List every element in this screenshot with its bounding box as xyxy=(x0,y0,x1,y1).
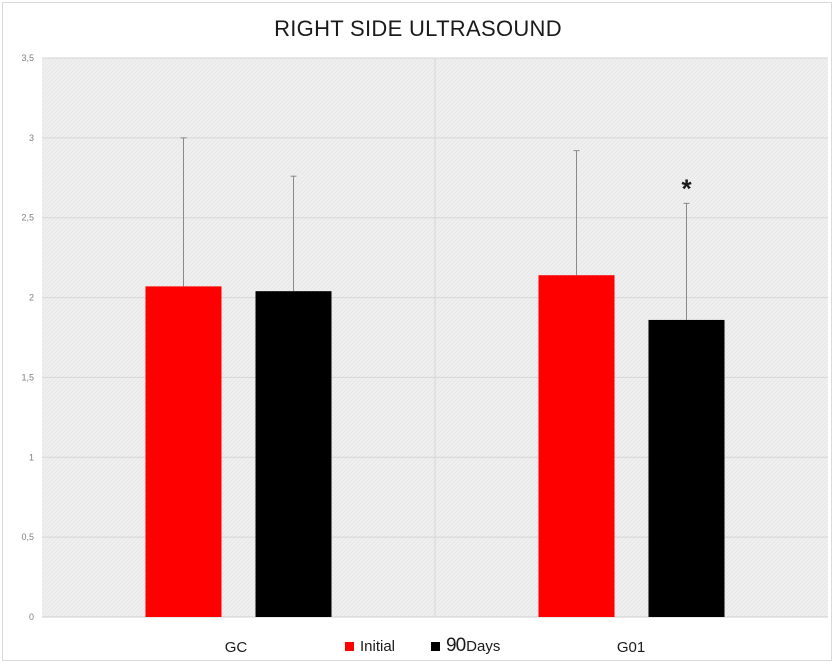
y-tick-label: 1 xyxy=(29,452,34,462)
bar-gc-90-days xyxy=(255,291,332,617)
bar-g01-90-days xyxy=(648,319,725,617)
x-category-label: G01 xyxy=(617,639,645,656)
legend-label-initial: Initial xyxy=(360,637,396,655)
legend: Initial 90 Days xyxy=(345,635,536,657)
legend-swatch-initial xyxy=(345,641,354,651)
legend-item-initial: Initial xyxy=(345,638,395,655)
axis-labels: 0 0,5 1 1,5 2 2,5 3 3,5 GC * G01 xyxy=(21,53,692,656)
error-bars xyxy=(180,137,690,320)
significance-asterisk: * xyxy=(681,173,692,203)
y-tick-label: 3,5 xyxy=(21,53,34,63)
y-tick-label: 2 xyxy=(29,293,34,303)
legend-item-90-days: 90 Days xyxy=(431,635,500,657)
y-tick-label: 3 xyxy=(29,133,34,143)
legend-swatch-90-days xyxy=(431,641,441,651)
y-tick-label: 2,5 xyxy=(21,213,34,223)
x-category-label: GC xyxy=(225,639,248,656)
legend-label-90-days-word: Days xyxy=(466,637,501,655)
y-tick-label: 0 xyxy=(29,612,34,622)
bars xyxy=(145,275,725,617)
y-tick-label: 0,5 xyxy=(21,532,34,542)
bar-gc-initial xyxy=(145,286,222,617)
chart-title: RIGHT SIDE ULTRASOUND xyxy=(274,16,562,41)
y-tick-label: 1,5 xyxy=(21,372,34,382)
bar-g01-initial xyxy=(538,275,615,617)
legend-label-90-days-number: 90 xyxy=(446,635,466,656)
